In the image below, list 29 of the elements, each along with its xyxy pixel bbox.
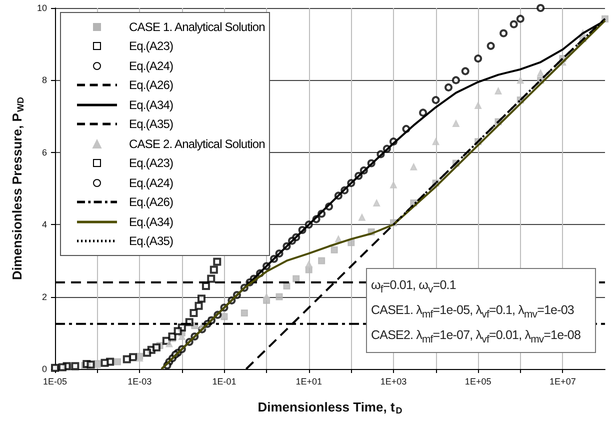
legend-label: Eq.(A24): [129, 176, 174, 190]
x-tick-label: 1E-05: [42, 376, 68, 386]
legend-label: Eq.(A35): [129, 234, 174, 248]
legend-label: Eq.(A23): [129, 39, 174, 54]
annotation: ω$_{f}$=0.01, ω$_{v}$=0.1: [371, 277, 457, 298]
legend-label: Eq.(A26): [129, 78, 174, 92]
annotation: CASE2. λ$_{mf}$=1e-07, λ$_{vf}$=0.01, λ$_{mv}$=1e-08: [371, 327, 582, 348]
legend-label: Eq.(A34): [129, 98, 174, 112]
y-tick-label: 2: [42, 292, 47, 302]
legend-label: Eq.(A24): [129, 58, 174, 73]
legend-label: Eq.(A34): [129, 214, 174, 229]
x-tick-label: 1E+05: [464, 376, 492, 386]
x-tick-label: 1E-01: [212, 376, 236, 386]
x-tick-label: 1E+01: [296, 376, 322, 386]
y-tick-label: 10: [36, 3, 47, 13]
y-tick-label: 8: [42, 75, 47, 86]
legend-label: CASE 2. Analytical Solution: [129, 136, 265, 151]
x-tick-label: 1E-03: [128, 376, 152, 386]
x-tick-label: 1E+07: [550, 376, 576, 386]
y-tick-label: 6: [42, 147, 47, 158]
legend-label: Eq.(A35): [129, 117, 174, 132]
y-axis-title: Dimensionless Pressure, PWD: [10, 96, 26, 280]
legend-label: Eq.(A26): [129, 195, 174, 210]
legend-label: CASE 1. Analytical Solution: [129, 20, 265, 34]
legend-label: Eq.(A23): [129, 156, 174, 170]
x-tick-label: 1E+03: [380, 376, 407, 386]
y-tick-label: 4: [42, 220, 47, 230]
y-tick-label: 0: [42, 364, 47, 374]
annotation: CASE1. λ$_{mf}$=1e-05, λ$_{vf}$=0.1, λ$_{mv}$=1e-03: [371, 302, 575, 322]
